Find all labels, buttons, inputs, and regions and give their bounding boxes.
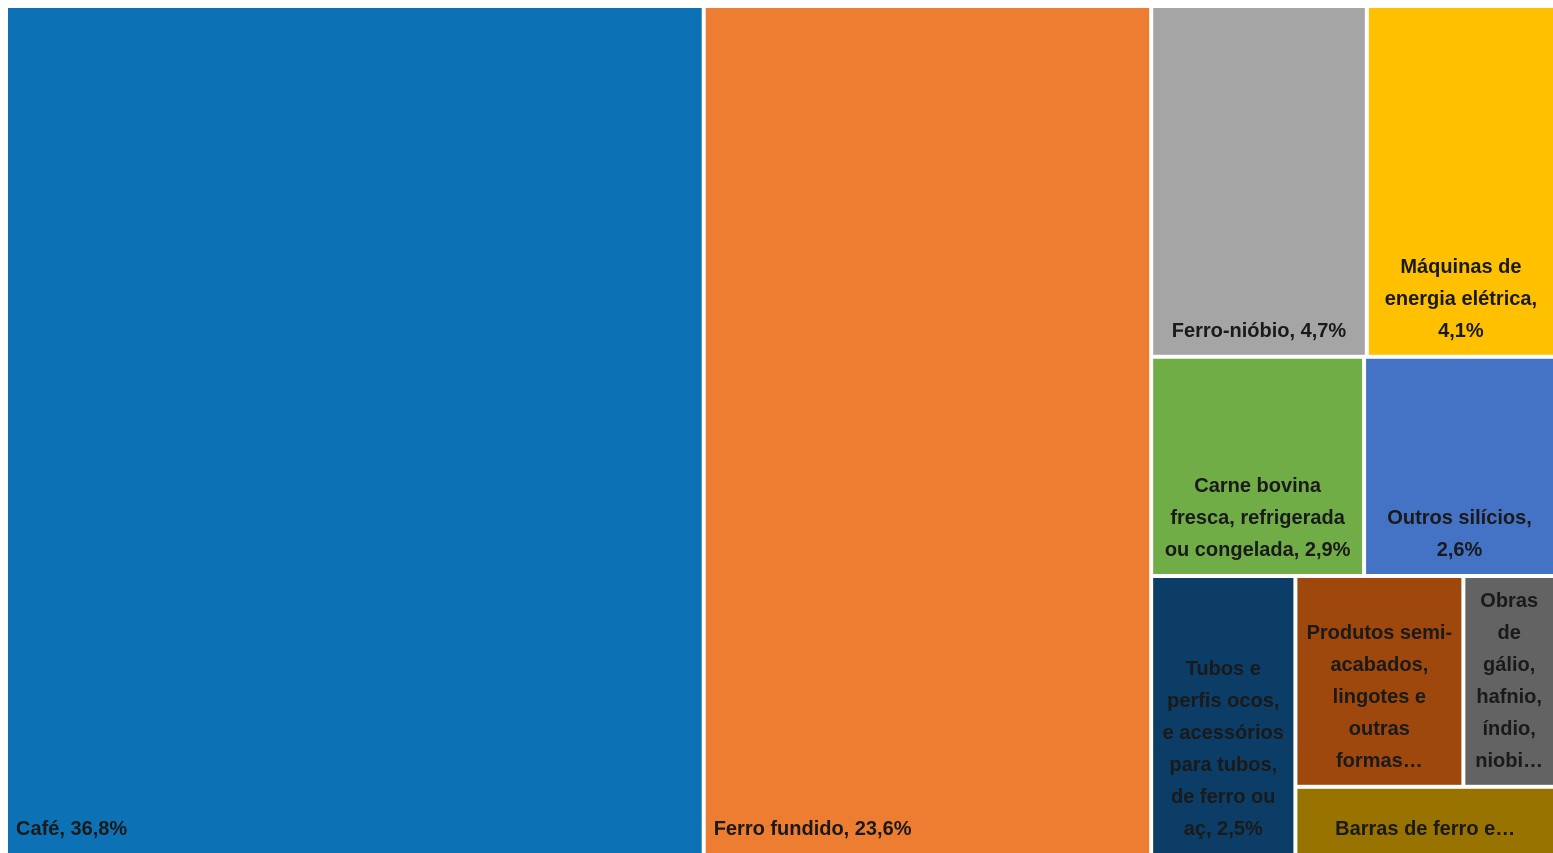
- tile-label: Café, 36,8%: [16, 818, 128, 840]
- tile-label-box: Tubos e perfis ocos, e acessórios para t…: [1162, 657, 1284, 840]
- tile-label: Produtos semi-acabados, lingotes e outra…: [1306, 621, 1453, 772]
- tile-label: Tubos e perfis ocos, e acessórios para t…: [1162, 657, 1284, 840]
- tile: [1366, 358, 1553, 574]
- tile: [1153, 577, 1294, 853]
- tile-label-box: Obras de gálio, hafnio, índio, niobi…: [1475, 589, 1544, 772]
- tile-label: Barras de ferro e…: [1335, 817, 1516, 840]
- tile: [705, 8, 1150, 853]
- tile-label: Ferro-nióbio, 4,7%: [1171, 319, 1347, 342]
- tile-label-box: Carne bovina fresca, refrigerada ou cong…: [1164, 474, 1351, 561]
- tile-label-box: Ferro fundido, 23,6%: [713, 818, 912, 840]
- tile-label-box: Ferro-nióbio, 4,7%: [1171, 319, 1347, 342]
- tile-label-box: Café, 36,8%: [16, 818, 128, 840]
- tile-label-box: Produtos semi-acabados, lingotes e outra…: [1306, 621, 1453, 772]
- tile-label: Carne bovina fresca, refrigerada ou cong…: [1164, 474, 1351, 561]
- tile: [1297, 577, 1462, 785]
- tile-label: Obras de gálio, hafnio, índio, niobi…: [1475, 589, 1544, 772]
- tile: [1297, 788, 1553, 853]
- tile: [1153, 8, 1365, 355]
- tile: [1465, 577, 1553, 785]
- tile: [1368, 8, 1553, 355]
- tile: [8, 8, 702, 853]
- tile-label-box: Barras de ferro e…: [1335, 817, 1516, 840]
- tile-label: Ferro fundido, 23,6%: [713, 818, 912, 840]
- tile-label-box: Outros silícios, 2,6%: [1387, 506, 1532, 561]
- tile-label-box: Máquinas de energia elétrica, 4,1%: [1384, 255, 1538, 342]
- tile-label: Outros silícios, 2,6%: [1387, 506, 1532, 561]
- tile-label: Máquinas de energia elétrica, 4,1%: [1384, 255, 1538, 342]
- tile: [1153, 358, 1363, 574]
